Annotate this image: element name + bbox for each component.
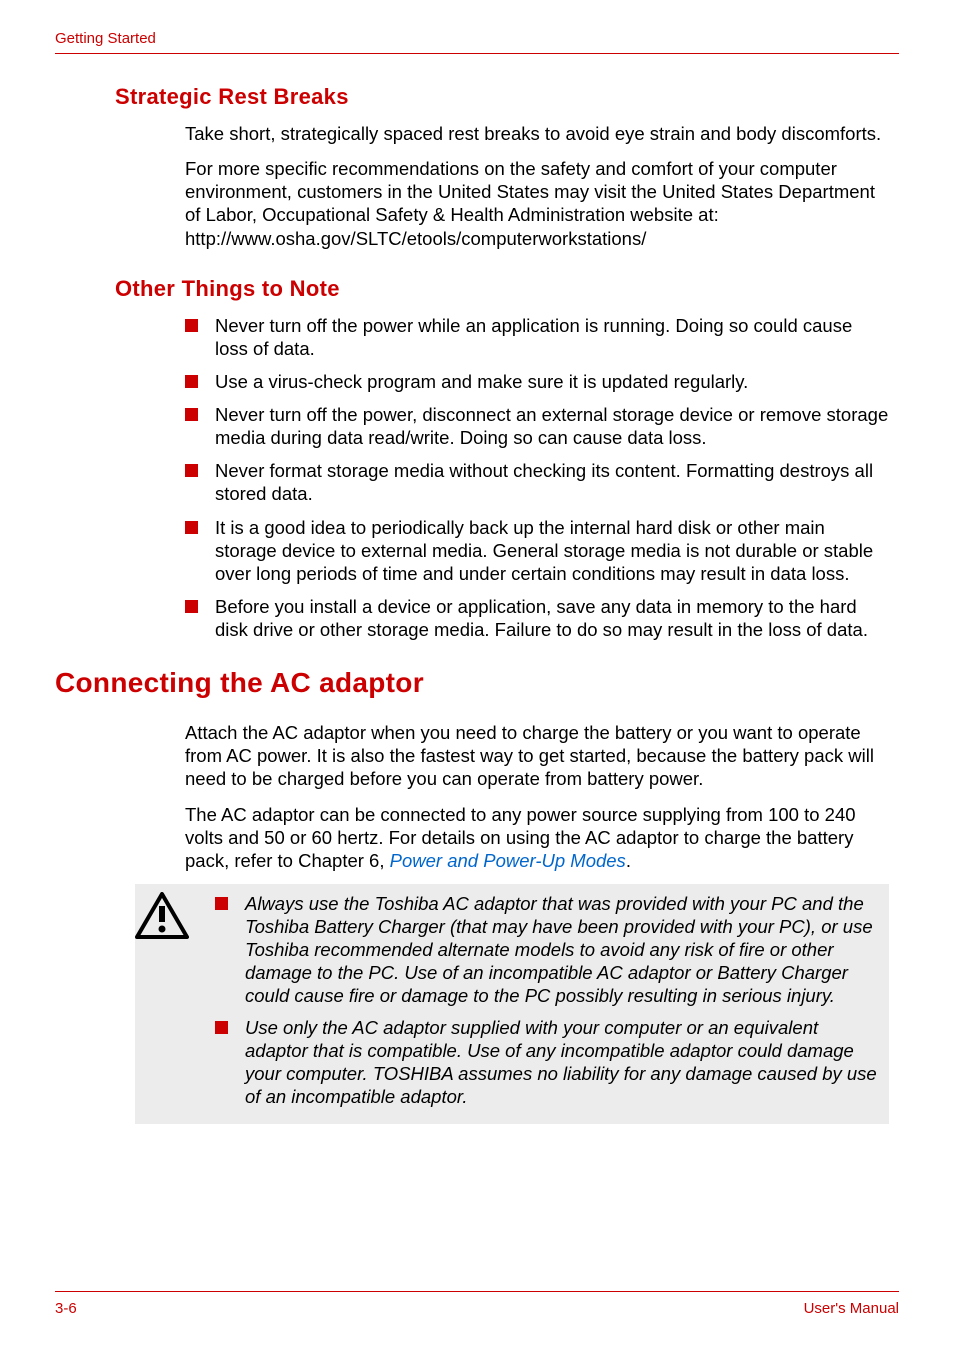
footer: 3-6 User's Manual <box>55 1291 899 1317</box>
list-item: Never turn off the power while an applic… <box>185 314 889 360</box>
list-item-text: Never turn off the power while an applic… <box>215 315 852 359</box>
list-item-text: It is a good idea to periodically back u… <box>215 517 873 584</box>
list-item-text: Use only the AC adaptor supplied with yo… <box>245 1017 877 1107</box>
list-item: Always use the Toshiba AC adaptor that w… <box>215 892 879 1008</box>
rest-breaks-p1: Take short, strategically spaced rest br… <box>185 122 889 145</box>
caution-icon <box>135 892 189 940</box>
power-modes-link[interactable]: Power and Power-Up Modes <box>390 850 626 871</box>
caution-list: Always use the Toshiba AC adaptor that w… <box>215 892 879 1108</box>
list-item-text: Never turn off the power, disconnect an … <box>215 404 888 448</box>
list-item: Use a virus-check program and make sure … <box>185 370 889 393</box>
ac-adaptor-p2: The AC adaptor can be connected to any p… <box>185 803 889 872</box>
bullet-icon <box>185 319 198 332</box>
bullet-icon <box>185 375 198 388</box>
rest-breaks-p2: For more specific recommendations on the… <box>185 157 889 250</box>
heading-other-things: Other Things to Note <box>115 276 899 302</box>
footer-rule <box>55 1291 899 1292</box>
bullet-icon <box>185 521 198 534</box>
header-section-title: Getting Started <box>55 30 899 47</box>
bullet-icon <box>215 897 228 910</box>
heading-ac-adaptor: Connecting the AC adaptor <box>55 667 899 699</box>
bullet-icon <box>185 600 198 613</box>
list-item: Never turn off the power, disconnect an … <box>185 403 889 449</box>
caution-box: Always use the Toshiba AC adaptor that w… <box>135 884 889 1124</box>
other-things-list: Never turn off the power while an applic… <box>185 314 889 642</box>
list-item: It is a good idea to periodically back u… <box>185 516 889 585</box>
ac-adaptor-p1: Attach the AC adaptor when you need to c… <box>185 721 889 790</box>
manual-label: User's Manual <box>804 1300 899 1317</box>
bullet-icon <box>185 408 198 421</box>
list-item-text: Before you install a device or applicati… <box>215 596 868 640</box>
list-item: Use only the AC adaptor supplied with yo… <box>215 1016 879 1109</box>
bullet-icon <box>215 1021 228 1034</box>
list-item-text: Use a virus-check program and make sure … <box>215 371 748 392</box>
list-item-text: Always use the Toshiba AC adaptor that w… <box>245 893 873 1007</box>
bullet-icon <box>185 464 198 477</box>
header-rule <box>55 53 899 54</box>
list-item: Never format storage media without check… <box>185 459 889 505</box>
heading-rest-breaks: Strategic Rest Breaks <box>115 84 899 110</box>
list-item-text: Never format storage media without check… <box>215 460 873 504</box>
list-item: Before you install a device or applicati… <box>185 595 889 641</box>
page-number: 3-6 <box>55 1300 77 1317</box>
ac-adaptor-p2-suffix: . <box>626 850 631 871</box>
